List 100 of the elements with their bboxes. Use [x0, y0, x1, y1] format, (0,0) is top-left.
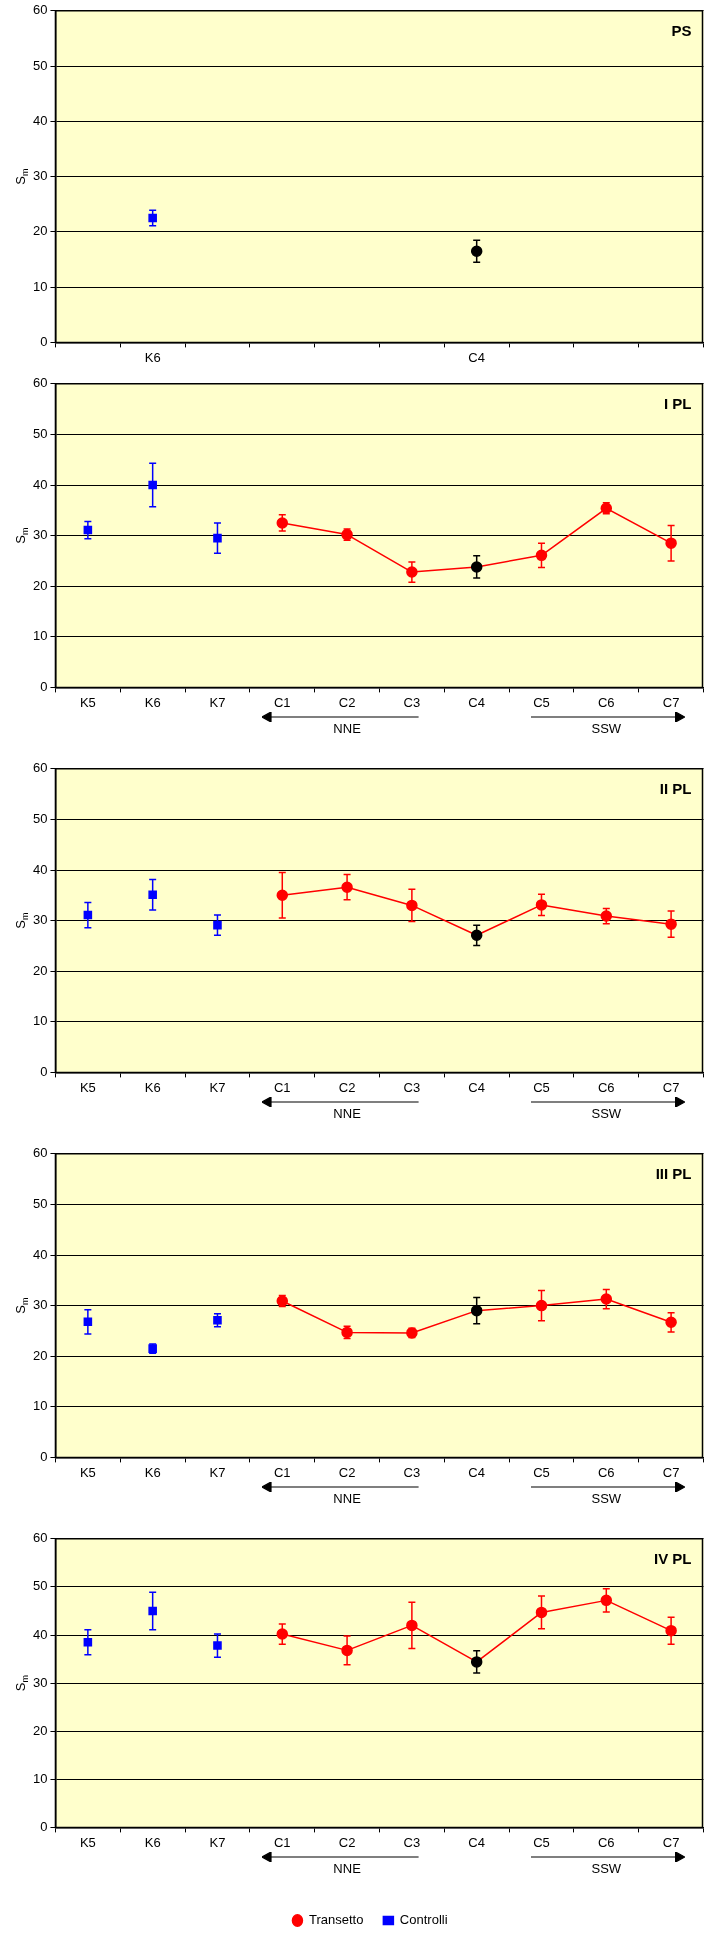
- x-tick-label: C7: [662, 1464, 680, 1480]
- y-tick-label: 60: [32, 760, 48, 776]
- x-tick-label: C1: [273, 1834, 291, 1850]
- y-tick-label: 0: [40, 1818, 48, 1834]
- legend-label: Controlli: [399, 1912, 448, 1928]
- x-tick-label: C2: [338, 1079, 356, 1095]
- x-tick-label: C1: [273, 1464, 291, 1480]
- x-tick-label: K5: [79, 1079, 96, 1095]
- x-tick-label: C1: [273, 1079, 291, 1095]
- x-tick-label: K6: [144, 1464, 161, 1480]
- x-tick-label: K6: [144, 694, 161, 710]
- point: [213, 533, 222, 543]
- legend-label: Transetto: [308, 1912, 364, 1928]
- x-tick-label: K6: [144, 1834, 161, 1850]
- point: [148, 480, 157, 490]
- y-tick-label: 60: [32, 2, 48, 18]
- y-tick-label: 10: [32, 1770, 48, 1786]
- text: SSW: [591, 1491, 622, 1507]
- x-tick-label: K7: [209, 694, 226, 710]
- y-tick-label: 10: [32, 628, 48, 644]
- x-tick-label: C5: [533, 1079, 550, 1095]
- x-tick-label: C2: [338, 1464, 356, 1480]
- text: III PL: [655, 1165, 692, 1183]
- text: NNE: [333, 1106, 362, 1122]
- y-tick-label: 0: [40, 1063, 48, 1079]
- text: PS: [671, 22, 692, 40]
- y-tick-label: 20: [32, 962, 48, 978]
- point: [148, 1606, 157, 1616]
- x-tick-label: C3: [403, 694, 421, 710]
- y-axis-title: Sm: [13, 168, 30, 185]
- x-tick-label: C4: [468, 694, 485, 710]
- x-tick-label: K5: [79, 1834, 96, 1850]
- x-tick-label: C5: [533, 1464, 550, 1480]
- text: SSW: [591, 1106, 622, 1122]
- x-tick-label: C6: [597, 1834, 615, 1850]
- y-tick-label: 20: [32, 1347, 48, 1363]
- x-tick-label: C4: [468, 349, 485, 365]
- y-axis-title: Sm: [13, 1675, 30, 1692]
- y-tick-label: 60: [32, 375, 48, 391]
- y-tick-label: 50: [32, 1195, 48, 1211]
- x-tick-label: C5: [533, 694, 550, 710]
- x-tick-label: C3: [403, 1464, 421, 1480]
- x-tick-label: C1: [273, 694, 291, 710]
- y-tick-label: 40: [32, 112, 48, 128]
- y-tick-label: 50: [32, 57, 48, 73]
- y-axis-title: Sm: [13, 912, 30, 929]
- x-tick-label: C3: [403, 1079, 421, 1095]
- text: II PL: [659, 780, 692, 798]
- x-tick-label: C4: [468, 1834, 485, 1850]
- x-tick-label: C6: [597, 1079, 615, 1095]
- y-tick-label: 10: [32, 278, 48, 294]
- text: IV PL: [653, 1550, 692, 1568]
- x-tick-label: C2: [338, 1834, 356, 1850]
- text: I PL: [663, 395, 692, 413]
- y-tick-label: 50: [32, 810, 48, 826]
- y-tick-label: 20: [32, 1722, 48, 1738]
- x-tick-label: C4: [468, 1464, 485, 1480]
- y-tick-label: 0: [40, 1448, 48, 1464]
- x-tick-label: C4: [468, 1079, 485, 1095]
- y-tick-label: 30: [32, 1674, 48, 1690]
- y-axis-title: Sm: [13, 1297, 30, 1314]
- point: [213, 1641, 222, 1650]
- text: SSW: [591, 1861, 622, 1877]
- y-tick-label: 30: [32, 912, 48, 928]
- y-tick-label: 30: [32, 168, 48, 184]
- y-tick-label: 60: [32, 1530, 48, 1546]
- x-tick-label: C7: [662, 1079, 680, 1095]
- y-tick-label: 40: [32, 476, 48, 492]
- x-tick-label: C5: [533, 1834, 550, 1850]
- y-tick-label: 40: [32, 861, 48, 877]
- y-tick-label: 10: [32, 1013, 48, 1029]
- y-tick-label: 50: [32, 425, 48, 441]
- x-tick-label: C2: [338, 694, 356, 710]
- x-tick-label: K7: [209, 1079, 226, 1095]
- y-tick-label: 50: [32, 1578, 48, 1594]
- y-axis-title: Sm: [13, 527, 30, 544]
- x-tick-label: K7: [209, 1834, 226, 1850]
- point: [213, 920, 222, 930]
- text: NNE: [333, 1861, 362, 1877]
- y-tick-label: 30: [32, 527, 48, 543]
- y-tick-label: 0: [40, 678, 48, 694]
- y-tick-label: 20: [32, 223, 48, 239]
- x-tick-label: K6: [144, 349, 161, 365]
- y-tick-label: 40: [32, 1626, 48, 1642]
- text: NNE: [333, 721, 362, 737]
- x-tick-label: K5: [79, 694, 96, 710]
- x-tick-label: C7: [662, 694, 680, 710]
- y-tick-label: 60: [32, 1145, 48, 1161]
- y-tick-label: 30: [32, 1297, 48, 1313]
- x-tick-label: K7: [209, 1464, 226, 1480]
- x-tick-label: C6: [597, 1464, 615, 1480]
- x-tick-label: K5: [79, 1464, 96, 1480]
- x-tick-label: K6: [144, 1079, 161, 1095]
- x-tick-label: C6: [597, 694, 615, 710]
- y-tick-label: 0: [40, 333, 48, 349]
- point: [148, 890, 157, 900]
- y-tick-label: 20: [32, 577, 48, 593]
- text: NNE: [333, 1491, 362, 1507]
- x-tick-label: C7: [662, 1834, 680, 1850]
- text: SSW: [591, 721, 622, 737]
